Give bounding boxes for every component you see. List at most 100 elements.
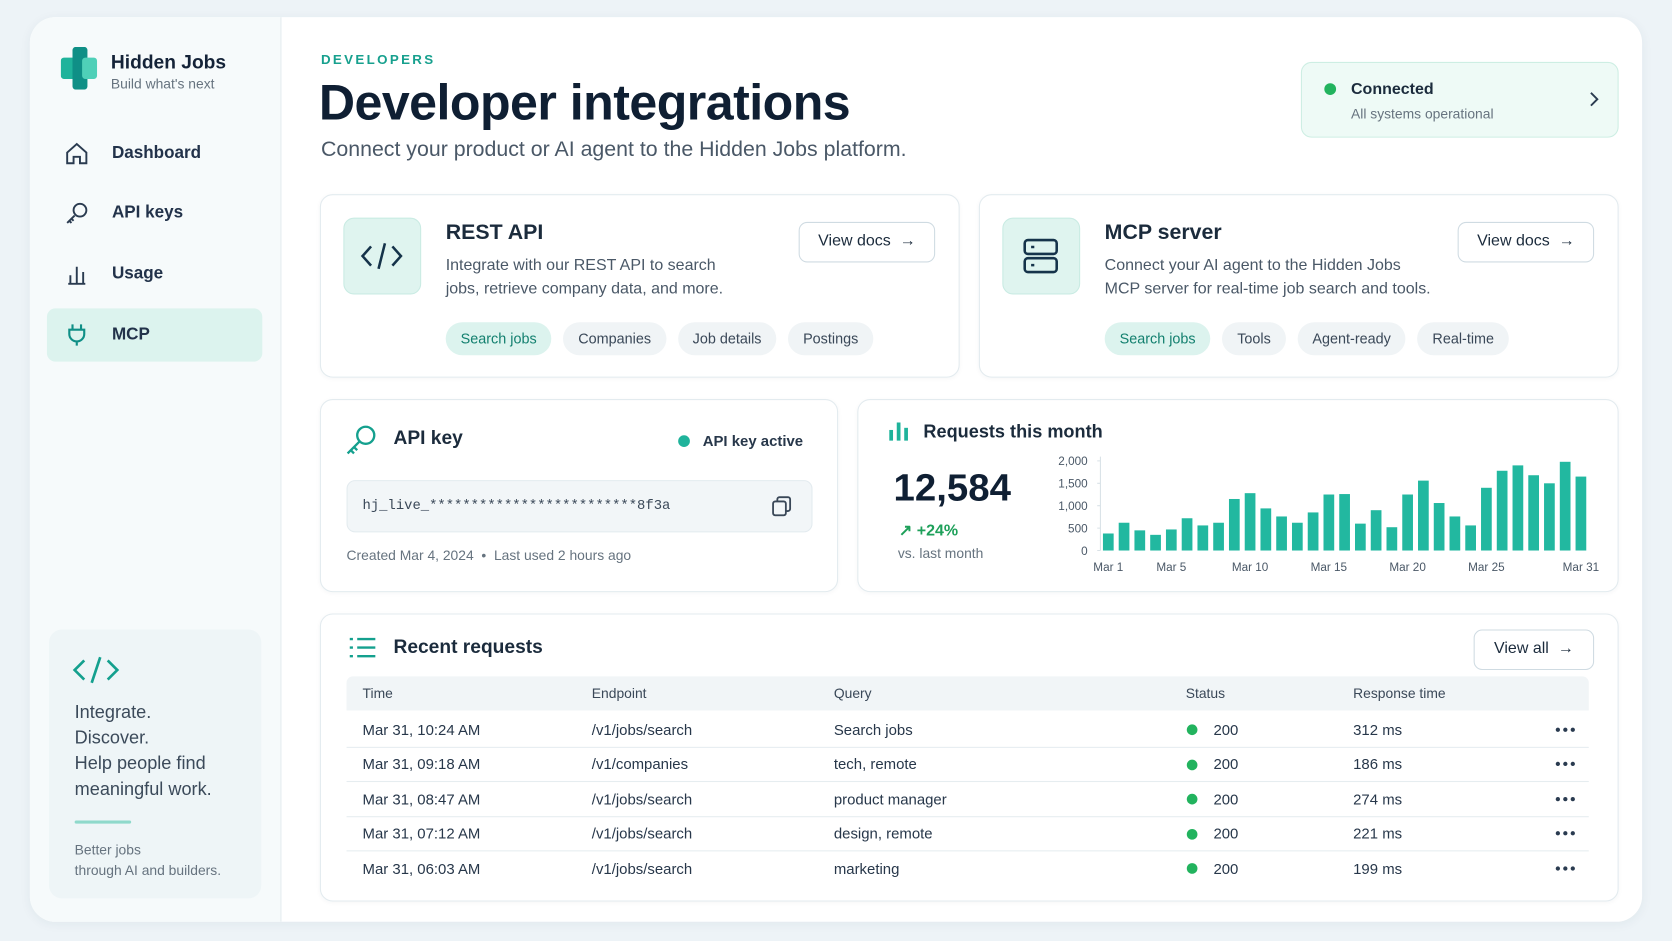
x-tick-label: Mar 20 (1389, 561, 1426, 574)
icon-code (72, 656, 120, 684)
created: Created Mar 4, 2024 (346, 547, 474, 564)
bar (1528, 475, 1540, 551)
table-cell: /v1/companies (591, 755, 689, 773)
table-cell: 199 ms (1353, 859, 1403, 877)
tag: Companies (563, 322, 667, 356)
table-cell: /v1/jobs/search (591, 859, 693, 877)
button-label: View docs (818, 231, 891, 250)
status-title: Connected (1351, 80, 1434, 99)
icon-key (346, 425, 376, 455)
tag: Postings (788, 322, 874, 356)
bar (1102, 533, 1114, 551)
menu-dot (1555, 831, 1560, 836)
table-cell: 200 (1213, 859, 1239, 877)
tag: Tools (1222, 322, 1286, 356)
table-cell: /v1/jobs/search (591, 790, 693, 808)
tag-list: Search jobs Companies Job details Postings (445, 322, 874, 356)
api-key-title: API key (393, 426, 463, 449)
nav-item[interactable]: Usage (111, 264, 164, 283)
bar (1496, 470, 1508, 551)
last-used: Last used 2 hours ago (493, 547, 632, 564)
key-field (346, 480, 813, 533)
bar (1512, 465, 1524, 551)
status-dot (1186, 828, 1198, 840)
menu-dot (1555, 865, 1560, 871)
promo-text: Integrate. Discover. Help people find me… (75, 700, 212, 802)
menu-dot (1570, 865, 1575, 871)
menu-dot (1570, 761, 1575, 767)
bar (1370, 510, 1382, 551)
x-tick-label: Mar 5 (1156, 561, 1186, 574)
copy-button[interactable] (771, 495, 792, 517)
y-tick-label: 2,000 (1058, 455, 1088, 468)
row-menu[interactable] (1555, 865, 1575, 871)
view-all-button[interactable]: View all → (1473, 629, 1595, 671)
bar (1307, 512, 1319, 551)
tag: Agent-ready (1297, 322, 1406, 356)
nav-item[interactable]: Dashboard (111, 144, 202, 163)
change-value: +24% (916, 521, 959, 540)
api-key-value: hj_live_*************************8f3a (362, 497, 671, 514)
requests-card (857, 399, 1619, 593)
recent-card (319, 613, 1619, 902)
menu-dot (1563, 831, 1568, 836)
view-docs-button[interactable]: View docs → (1457, 221, 1595, 263)
bar (1402, 494, 1413, 551)
mcp-card (978, 194, 1619, 378)
recent-title: Recent requests (393, 635, 543, 658)
y-tick-label: 500 (1068, 522, 1088, 535)
column-header: Time (362, 684, 393, 701)
requests-change: ↗ +24% (898, 521, 959, 540)
column-header: Response time (1353, 684, 1446, 701)
bar (1559, 461, 1571, 551)
menu-dot (1570, 727, 1575, 732)
bar (1260, 508, 1272, 551)
table-cell: marketing (833, 859, 900, 877)
bar (1449, 516, 1461, 551)
column-header: Query (833, 684, 872, 701)
x-tick-label: Mar 31 (1563, 561, 1599, 574)
logo (60, 46, 98, 90)
x-tick-label: Mar 1 (1093, 561, 1123, 574)
status-detail: All systems operational (1351, 105, 1494, 122)
row-menu[interactable] (1555, 831, 1575, 836)
tag: Real-time (1417, 322, 1509, 356)
y-tick-label: 0 (1081, 545, 1088, 558)
table-cell: Mar 31, 06:03 AM (362, 859, 481, 877)
row-divider (346, 746, 1589, 748)
column-header: Endpoint (591, 684, 647, 701)
card-description: Connect your AI agent to the Hidden Jobs… (1105, 254, 1431, 301)
nav-item[interactable]: MCP (111, 325, 150, 344)
promo-footer-line: through AI and builders. (74, 862, 222, 879)
bar (1418, 480, 1429, 551)
button-label: View docs (1477, 231, 1550, 250)
menu-dot (1563, 727, 1568, 732)
bar (1165, 529, 1177, 551)
view-docs-button[interactable]: View docs → (798, 221, 936, 263)
brand-tagline: Build what's next (110, 75, 215, 92)
row-menu[interactable] (1555, 796, 1575, 801)
promo-line: Discover. (74, 727, 150, 748)
card-title: REST API (445, 220, 544, 245)
bar (1544, 483, 1555, 551)
menu-dot (1555, 761, 1560, 767)
requests-chart: 0 500 1,000 1,500 2,000 Mar 1 Mar 5 Mar 10 Mar 1… (1058, 455, 1599, 574)
tag: Search jobs (1104, 322, 1211, 356)
icon-key (66, 202, 88, 224)
column-header: Status (1185, 684, 1226, 701)
bar (1339, 494, 1350, 551)
row-menu[interactable] (1555, 761, 1575, 767)
desc-line: jobs, retrieve company data, and more. (445, 279, 724, 298)
bar (1134, 530, 1146, 551)
row-menu[interactable] (1555, 727, 1575, 732)
table-cell: tech, remote (833, 755, 917, 773)
icon-chart (889, 422, 908, 441)
menu-dot (1563, 796, 1568, 801)
status-card[interactable] (1300, 61, 1619, 138)
tag: Job details (677, 322, 777, 356)
nav-item[interactable]: API keys (111, 203, 184, 222)
table-cell: Mar 31, 07:12 AM (362, 824, 481, 842)
status-dot (678, 435, 690, 448)
y-tick-label: 1,000 (1058, 500, 1088, 513)
